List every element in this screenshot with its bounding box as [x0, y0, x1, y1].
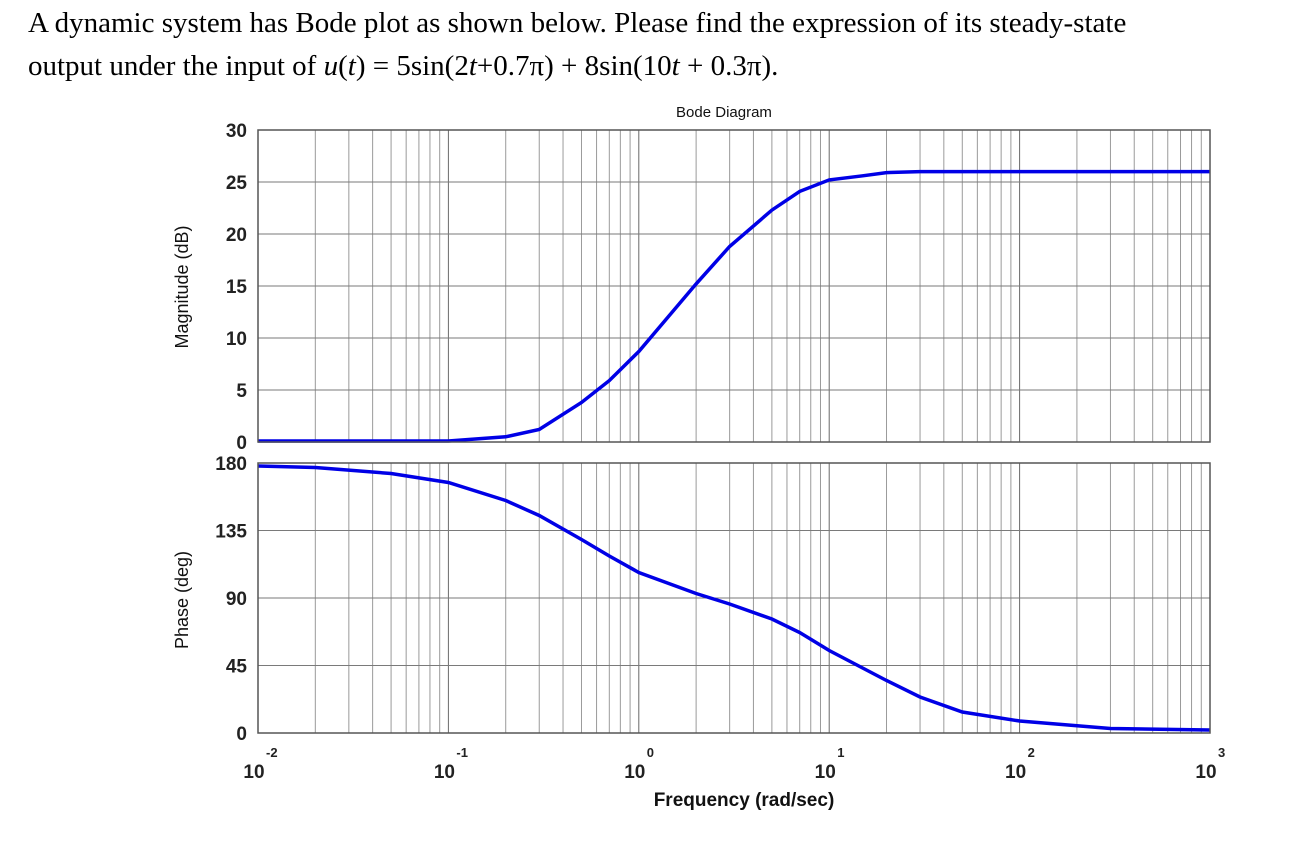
- magnitude-series-line: [258, 169, 1210, 443]
- phase-axis-label: Phase (deg): [172, 551, 192, 649]
- magnitude-axis-label: Magnitude (dB): [172, 225, 192, 348]
- question-line-1: A dynamic system has Bode plot as shown …: [28, 7, 1127, 39]
- x-tick-exponent: -2: [266, 745, 278, 760]
- eq-part-1: ) = 5sin(2: [355, 50, 469, 82]
- y-tick-label: 30: [226, 121, 247, 142]
- x-tick-exponent: 1: [837, 745, 844, 760]
- x-tick-base: 10: [434, 762, 455, 783]
- x-tick-base: 10: [624, 762, 645, 783]
- x-tick-exponent: 2: [1028, 745, 1035, 760]
- math-t: t: [347, 50, 356, 82]
- y-tick-label: 0: [236, 724, 247, 745]
- y-tick-label: 90: [226, 589, 247, 610]
- question-line-2-prefix: output under the input of: [28, 50, 324, 82]
- y-tick-label: 25: [226, 173, 248, 194]
- y-tick-label: 15: [226, 277, 248, 298]
- phase-tick-labels: 0 45 90 135 180: [215, 454, 247, 745]
- magnitude-tick-labels: 0 5 10 15 20 25 30: [226, 121, 248, 454]
- x-tick-base: 10: [815, 762, 836, 783]
- question-text: A dynamic system has Bode plot as shown …: [28, 2, 1288, 88]
- math-t-2: t: [468, 50, 477, 82]
- y-tick-label: 180: [215, 454, 247, 475]
- phase-grid: [257, 462, 1210, 734]
- y-tick-label: 20: [226, 225, 247, 246]
- x-tick-base: 10: [1005, 762, 1026, 783]
- chart-title: Bode Diagram: [676, 104, 772, 121]
- y-tick-label: 0: [236, 433, 247, 454]
- x-tick-exponent: 0: [647, 745, 654, 760]
- magnitude-plot-frame: [257, 129, 1211, 443]
- y-tick-label: 45: [226, 657, 248, 678]
- x-tick-exponent: 3: [1218, 745, 1225, 760]
- phase-series-line: [257, 464, 1211, 732]
- question-line-2: output under the input of u(t) = 5sin(2t…: [28, 50, 779, 82]
- y-tick-label: 135: [215, 522, 247, 543]
- frequency-axis-label: Frequency (rad/sec): [654, 790, 835, 811]
- x-tick-exponent: -1: [456, 745, 468, 760]
- math-u: u: [323, 50, 339, 82]
- phase-plot-frame: [257, 462, 1211, 734]
- x-tick-base: 10: [1195, 762, 1216, 783]
- y-tick-label: 10: [226, 329, 247, 350]
- eq-part-3: + 0.3π).: [679, 50, 779, 82]
- x-tick-base: 10: [243, 762, 264, 783]
- eq-part-2: +0.7π) + 8sin(10: [476, 50, 672, 82]
- magnitude-grid: [257, 129, 1210, 443]
- math-t-3: t: [671, 50, 680, 82]
- y-tick-label: 5: [236, 381, 247, 402]
